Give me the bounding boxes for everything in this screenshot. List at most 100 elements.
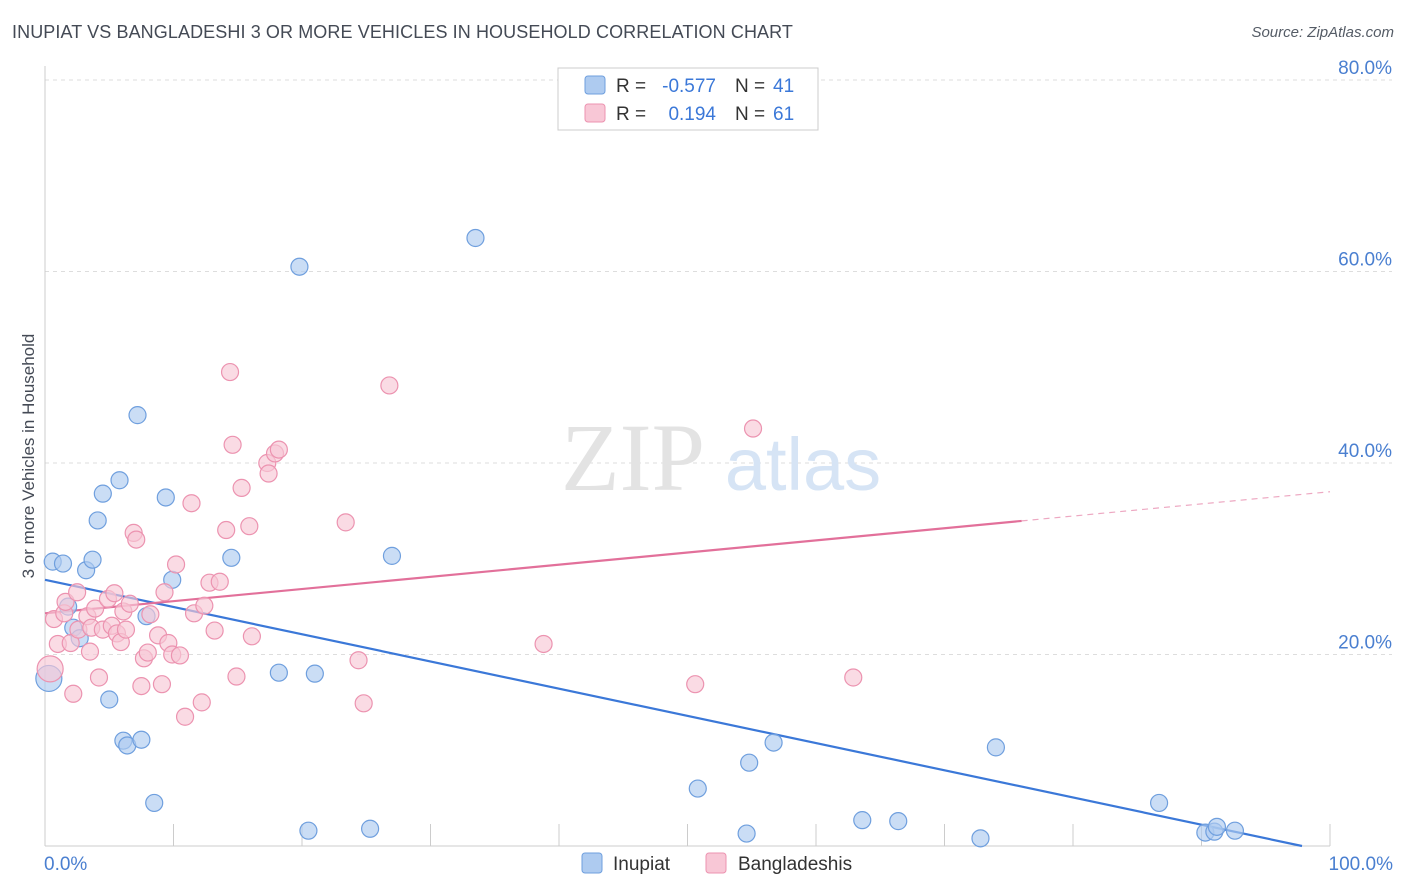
inupiat-point: [269, 663, 288, 682]
x-tick-label-max: 100.0%: [1329, 854, 1394, 875]
bangladeshis-point: [127, 530, 146, 549]
bangladeshis-point: [120, 594, 139, 613]
bangladeshis-point: [227, 667, 246, 686]
bangladeshis-point: [175, 707, 195, 726]
y-tick-label: 20.0%: [1338, 633, 1392, 654]
inupiat-point: [290, 257, 309, 276]
inupiat-point: [1207, 817, 1227, 836]
bangladeshis-point: [152, 675, 172, 694]
inupiat-point: [222, 548, 241, 567]
watermark: ZIP atlas: [561, 404, 881, 511]
bangladeshis-point: [116, 620, 136, 639]
bangladeshis-point: [240, 517, 259, 536]
inupiat-point: [1149, 793, 1169, 813]
legend-swatch-bangladeshis: [584, 103, 606, 123]
bangladeshis-point: [141, 605, 160, 624]
bangladeshis-point: [223, 435, 242, 454]
bangladeshis-point: [61, 633, 80, 653]
bangladeshis-point: [210, 572, 229, 591]
bangladeshis-point: [534, 634, 553, 654]
inupiat-point: [853, 811, 872, 830]
legend-n-label-1: N =: [735, 76, 765, 97]
bangladeshis-trend-extension: [1021, 491, 1331, 522]
inupiat-point: [110, 471, 129, 490]
bangladeshis-point: [217, 520, 236, 540]
bangladeshis-point: [232, 478, 251, 497]
inupiat-point: [128, 406, 147, 425]
data-points: [35, 228, 1245, 848]
bangladeshis-point: [686, 675, 705, 694]
bangladeshis-point: [105, 584, 124, 603]
bangladeshis-trend-line: [44, 519, 1022, 615]
legend-r-label-2: R =: [616, 104, 646, 125]
bangladeshis-point: [192, 693, 211, 712]
inupiat-point: [88, 511, 107, 530]
legend-n-label-2: N =: [735, 104, 765, 125]
bangladeshis-point: [166, 555, 186, 574]
bangladeshis-point: [349, 651, 368, 670]
bangladeshis-point: [195, 596, 214, 615]
bangladeshis-point: [182, 494, 201, 513]
inupiat-point: [737, 824, 756, 843]
series-legend-label-inupiat: Inupiat: [613, 854, 671, 875]
bangladeshis-point: [86, 599, 105, 618]
chart-title: INUPIAT VS BANGLADESHI 3 OR MORE VEHICLE…: [12, 22, 794, 42]
series-legend-swatch-inupiat: [581, 852, 603, 874]
inupiat-point: [986, 738, 1006, 757]
inupiat-point: [93, 484, 112, 503]
bangladeshis-point: [242, 627, 261, 646]
bangladeshis-point: [269, 440, 288, 459]
legend-n-value-1: 41: [773, 76, 794, 97]
bangladeshis-point: [138, 643, 157, 662]
bangladeshis-point: [336, 513, 355, 532]
inupiat-point: [305, 664, 324, 683]
inupiat-point: [100, 690, 119, 709]
bangladeshis-point: [64, 684, 83, 703]
bangladeshis-point: [380, 376, 399, 395]
bangladeshis-point: [220, 362, 240, 382]
y-tick-label: 80.0%: [1338, 58, 1392, 79]
legend-r-value-1: -0.577: [662, 76, 716, 97]
series-legend-label-bangladeshis: Bangladeshis: [738, 854, 852, 875]
y-tick-label: 60.0%: [1338, 250, 1392, 271]
inupiat-point: [688, 779, 707, 798]
inupiat-point: [83, 550, 102, 569]
bangladeshis-point: [743, 419, 763, 438]
bangladeshis-point: [80, 642, 100, 661]
y-axis-label: 3 or more Vehicles in Household: [19, 334, 38, 579]
bangladeshis-point: [155, 583, 174, 602]
inupiat-point: [740, 753, 759, 772]
source-label: Source: ZipAtlas.com: [1251, 24, 1394, 41]
x-tick-label-min: 0.0%: [44, 854, 87, 875]
bangladeshis-point: [170, 646, 190, 665]
bangladeshis-point: [354, 694, 373, 713]
bangladeshis-point: [89, 668, 109, 687]
bangladeshis-point: [68, 583, 87, 602]
series-legend-swatch-bangladeshis: [705, 852, 727, 874]
inupiat-point: [466, 228, 485, 248]
legend-r-label-1: R =: [616, 76, 646, 97]
series-legend: Inupiat Bangladeshis: [581, 852, 852, 875]
bangladeshis-point: [36, 655, 64, 683]
legend-r-value-2: 0.194: [668, 104, 716, 125]
inupiat-point: [764, 733, 783, 752]
bangladeshis-point: [132, 676, 151, 696]
inupiat-point: [53, 554, 73, 573]
bangladeshis-point: [259, 464, 278, 483]
legend-swatch-inupiat: [584, 75, 606, 95]
inupiat-point: [361, 819, 380, 838]
inupiat-trend-line: [44, 578, 1303, 848]
correlation-legend: R = -0.577 N = 41 R = 0.194 N = 61: [557, 67, 819, 131]
bangladeshis-point: [844, 668, 863, 687]
inupiat-point: [971, 829, 990, 848]
inupiat-point: [132, 730, 151, 749]
bangladeshis-point: [205, 621, 224, 640]
y-tick-label: 40.0%: [1338, 441, 1392, 462]
inupiat-point: [156, 488, 175, 507]
legend-n-value-2: 61: [773, 104, 794, 125]
inupiat-point: [145, 793, 164, 813]
inupiat-point: [1225, 821, 1245, 840]
watermark-zip: ZIP: [561, 404, 705, 511]
inupiat-point: [889, 812, 908, 831]
